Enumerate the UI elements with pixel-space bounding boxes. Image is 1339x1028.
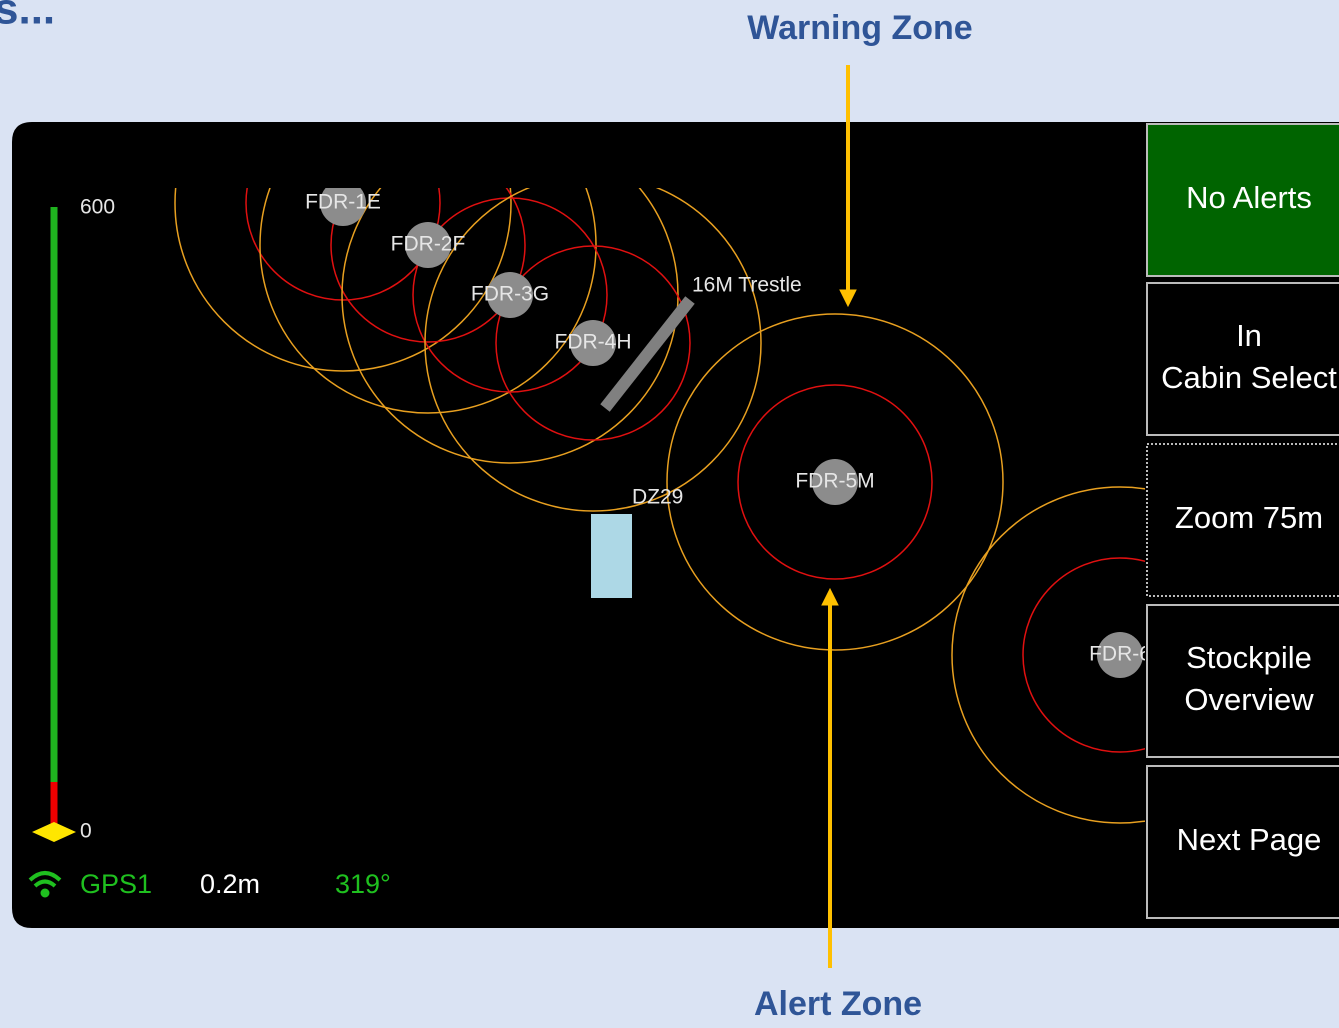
gauge-marker	[32, 822, 76, 842]
map: FDR-1E FDR-2F FDR-3G FDR-4H FDR-5M FDR-6 16M T…	[174, 188, 1151, 824]
stockpile	[1097, 632, 1143, 678]
trestle	[600, 296, 695, 412]
stockpile-label: FDR-2F	[391, 233, 466, 256]
gauge-bottom: 0	[80, 820, 92, 843]
warning-ring	[666, 313, 1004, 651]
stockpile	[320, 188, 366, 226]
callout-arrows	[821, 65, 857, 968]
gauge-top: 600	[80, 196, 115, 219]
heading: 319°	[335, 869, 391, 899]
display-panel	[12, 122, 1339, 928]
warning-ring	[951, 486, 1145, 824]
button-label: In Cabin Select	[1161, 318, 1337, 395]
button-face	[1146, 123, 1339, 277]
gps-label: GPS1	[80, 869, 152, 899]
stockpile	[812, 459, 858, 505]
warning-ring	[174, 188, 512, 372]
menu-button[interactable]: In Cabin Select	[1146, 282, 1339, 436]
slide-title: s...	[0, 0, 55, 34]
alert-ring	[1022, 557, 1145, 753]
dump-label: DZ29	[632, 486, 683, 509]
stockpile-label: FDR-5M	[795, 470, 874, 493]
wifi-icon	[28, 871, 62, 898]
alert-ring	[330, 188, 526, 343]
button-label: Stockpile Overview	[1184, 640, 1314, 717]
alert-ring	[245, 188, 441, 301]
button-face	[1146, 443, 1339, 597]
stockpile-label: FDR-1E	[305, 191, 381, 214]
button-face	[1146, 282, 1339, 436]
button-label: Zoom 75m	[1175, 500, 1323, 535]
warning-ring	[424, 188, 762, 512]
button-face	[1146, 765, 1339, 919]
stockpile	[405, 222, 451, 268]
stockpile-label: FDR-6	[1089, 643, 1151, 666]
warning-callout: Warning Zone	[747, 9, 972, 47]
menu-button[interactable]: Zoom 75m	[1146, 443, 1339, 597]
button-label: No Alerts	[1186, 180, 1312, 215]
stockpile-label: FDR-4H	[555, 331, 632, 354]
menu-button[interactable]: Next Page	[1146, 765, 1339, 919]
stockpile-label: FDR-3G	[471, 283, 549, 306]
menu-button[interactable]: No Alerts	[1146, 123, 1339, 277]
stockpile	[570, 320, 616, 366]
stockpile	[487, 272, 533, 318]
alert-ring	[737, 384, 933, 580]
alert-callout: Alert Zone	[754, 985, 922, 1023]
trestle-label: 16M Trestle	[692, 274, 802, 297]
menu-button[interactable]: Stockpile Overview	[1146, 604, 1339, 758]
button-label: Next Page	[1177, 822, 1322, 857]
alert-ring	[495, 245, 691, 441]
button-face	[1146, 604, 1339, 758]
dump-zone	[591, 514, 632, 598]
gps-accuracy: 0.2m	[200, 869, 260, 899]
warning-ring	[259, 188, 597, 414]
